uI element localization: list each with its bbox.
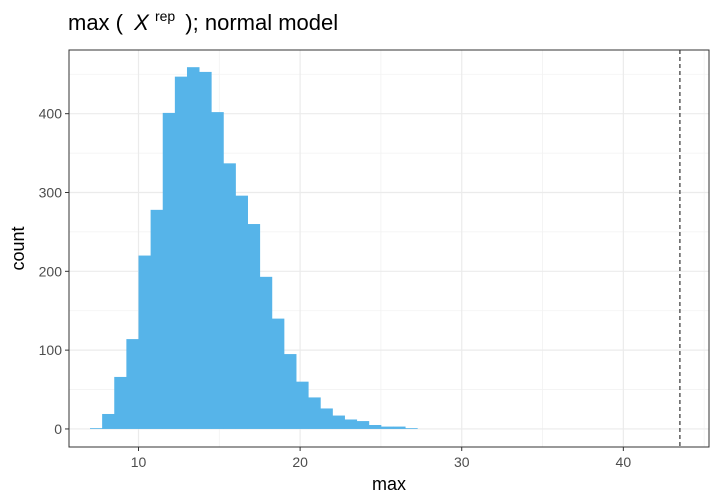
histogram-bar — [283, 354, 297, 429]
y-axis-title: count — [8, 226, 28, 270]
histogram-bar — [211, 112, 224, 429]
y-tick-label: 300 — [39, 185, 63, 201]
histogram-bar — [247, 224, 261, 429]
bars-layer — [90, 67, 418, 429]
histogram-bar — [174, 76, 188, 429]
x-tick-label: 20 — [292, 454, 308, 470]
x-tick-label: 40 — [616, 454, 632, 470]
histogram-bar — [90, 428, 103, 429]
x-axis-title: max — [372, 474, 406, 494]
histogram-bar — [235, 195, 248, 429]
histogram-bar — [320, 408, 333, 429]
x-tick-label: 30 — [454, 454, 470, 470]
x-tick-label: 10 — [131, 454, 147, 470]
histogram-bar — [344, 419, 358, 429]
y-tick-label: 200 — [39, 263, 63, 279]
histogram-bar — [138, 255, 152, 429]
chart-title: max ( X rep ); normal model — [68, 1, 338, 35]
histogram-bar — [102, 413, 115, 429]
histogram-bar — [259, 276, 273, 429]
title-suffix: ); normal model — [185, 10, 338, 35]
histogram-bar — [296, 381, 309, 429]
histogram-bar — [332, 415, 345, 429]
histogram-bar — [162, 112, 176, 429]
title-symbol: X — [133, 10, 150, 35]
histogram-bar — [368, 425, 382, 429]
title-prefix: max ( — [68, 10, 124, 35]
title-superscript: rep — [155, 8, 175, 24]
histogram-bar — [150, 209, 164, 429]
histogram-bar — [114, 376, 127, 429]
histogram-bar — [356, 421, 370, 429]
histogram-bar — [223, 163, 236, 429]
histogram-bar — [380, 426, 394, 429]
histogram-bar — [126, 339, 139, 429]
histogram-bar — [271, 318, 285, 429]
histogram-bar — [186, 67, 200, 429]
histogram-bar — [393, 426, 406, 429]
y-tick-label: 0 — [54, 421, 62, 437]
histogram-bar — [405, 428, 418, 429]
y-tick-label: 400 — [39, 106, 63, 122]
y-tick-label: 100 — [39, 342, 63, 358]
panel-border — [68, 49, 710, 448]
histogram-bar — [199, 71, 212, 429]
histogram-bar — [308, 397, 321, 429]
